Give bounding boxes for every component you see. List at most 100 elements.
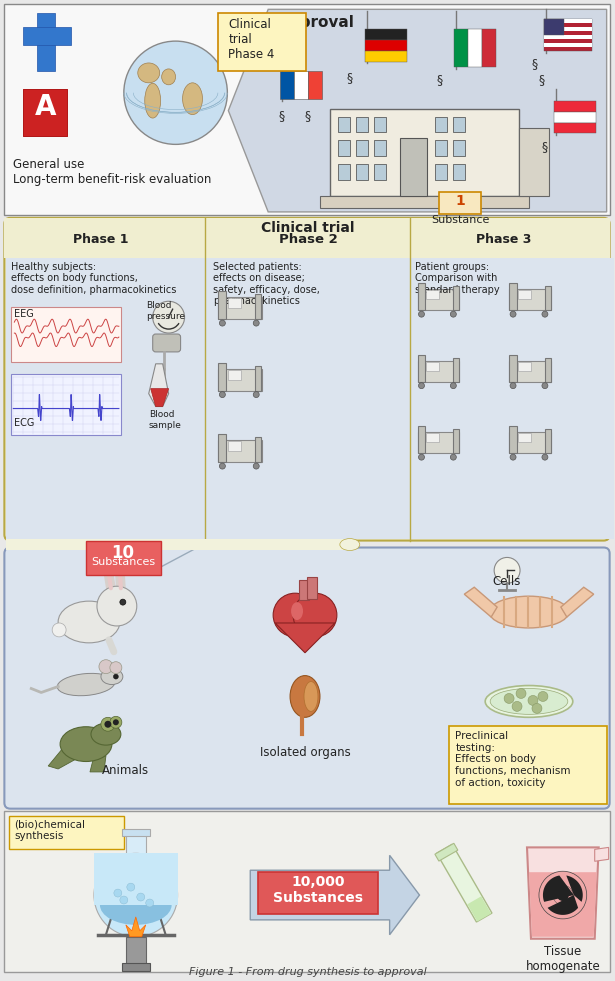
Polygon shape: [561, 588, 593, 617]
Circle shape: [418, 383, 424, 388]
Circle shape: [127, 883, 135, 891]
Bar: [544, 35, 592, 39]
Bar: [258, 872, 378, 914]
Polygon shape: [566, 875, 583, 902]
Bar: [307, 577, 317, 599]
Text: EEG: EEG: [14, 309, 34, 319]
Circle shape: [52, 623, 66, 637]
FancyBboxPatch shape: [153, 334, 181, 352]
Polygon shape: [151, 388, 169, 406]
Bar: [509, 355, 517, 382]
Text: §: §: [532, 57, 538, 70]
Polygon shape: [48, 749, 76, 769]
Circle shape: [450, 311, 456, 317]
Circle shape: [542, 454, 548, 460]
Text: §: §: [542, 140, 548, 153]
Circle shape: [504, 694, 514, 703]
Bar: [453, 140, 466, 156]
Bar: [544, 43, 592, 47]
Circle shape: [512, 701, 522, 711]
Text: Preclinical
testing:
Effects on body
functions, mechanism
of action, toxicity: Preclinical testing: Effects on body fun…: [455, 731, 571, 788]
Text: §: §: [539, 73, 546, 86]
Circle shape: [538, 692, 548, 701]
Text: Animals: Animals: [102, 764, 149, 777]
Text: §: §: [278, 109, 284, 122]
Ellipse shape: [340, 539, 360, 550]
Circle shape: [110, 662, 122, 674]
Circle shape: [539, 871, 587, 919]
Bar: [11, 307, 121, 362]
Bar: [426, 290, 439, 299]
Bar: [482, 29, 496, 67]
Bar: [86, 541, 161, 575]
Bar: [453, 286, 459, 310]
Circle shape: [94, 853, 178, 937]
Bar: [94, 853, 178, 905]
Text: Healthy subjects:
effects on body functions,
dose definition, pharmacokinetics: Healthy subjects: effects on body functi…: [11, 262, 177, 294]
Bar: [299, 581, 309, 600]
Bar: [38, 14, 55, 71]
Bar: [320, 196, 529, 208]
Polygon shape: [90, 756, 106, 772]
Bar: [365, 29, 407, 40]
Bar: [9, 815, 124, 850]
Circle shape: [532, 703, 542, 713]
Bar: [544, 27, 592, 31]
Bar: [544, 20, 564, 35]
Text: Cells: Cells: [492, 575, 520, 589]
Bar: [4, 218, 609, 258]
Bar: [426, 362, 439, 371]
Bar: [218, 440, 262, 462]
Circle shape: [105, 721, 111, 728]
Bar: [400, 138, 427, 196]
Text: Selected patients:
effects on disease;
safety, efficacy, dose,
pharmacokinetics: Selected patients: effects on disease; s…: [213, 262, 320, 306]
Text: Phase 1: Phase 1: [73, 232, 129, 246]
Bar: [23, 27, 71, 45]
Circle shape: [516, 689, 526, 698]
Bar: [228, 298, 241, 308]
Bar: [418, 289, 459, 310]
Text: Phase 3: Phase 3: [477, 232, 532, 246]
Circle shape: [293, 594, 337, 637]
Circle shape: [273, 594, 317, 637]
Ellipse shape: [183, 82, 202, 115]
Text: Isolated organs: Isolated organs: [260, 747, 351, 759]
Bar: [545, 430, 551, 453]
Circle shape: [113, 719, 119, 725]
Bar: [453, 117, 466, 132]
Text: Substance: Substance: [431, 215, 490, 225]
Bar: [218, 297, 262, 319]
Circle shape: [220, 391, 225, 397]
Ellipse shape: [100, 885, 172, 925]
Circle shape: [553, 885, 573, 905]
Text: ECG: ECG: [14, 418, 34, 429]
Circle shape: [220, 463, 225, 469]
Ellipse shape: [290, 676, 320, 717]
Text: §: §: [437, 73, 443, 86]
Polygon shape: [595, 848, 609, 861]
Text: General use
Long-term benefit-risk evaluation: General use Long-term benefit-risk evalu…: [14, 158, 212, 186]
Circle shape: [557, 889, 569, 901]
Circle shape: [450, 454, 456, 460]
Bar: [509, 284, 517, 310]
Bar: [468, 29, 482, 67]
Circle shape: [253, 320, 259, 326]
Polygon shape: [149, 364, 169, 406]
Bar: [374, 117, 386, 132]
Polygon shape: [228, 10, 606, 212]
Bar: [554, 123, 596, 133]
Circle shape: [113, 674, 118, 679]
Ellipse shape: [57, 673, 115, 696]
Circle shape: [542, 311, 548, 317]
Bar: [228, 441, 241, 451]
Bar: [11, 374, 121, 436]
Ellipse shape: [138, 63, 160, 82]
Text: A: A: [34, 93, 56, 121]
Bar: [4, 4, 609, 215]
Circle shape: [110, 716, 122, 728]
Bar: [338, 140, 350, 156]
Bar: [126, 834, 146, 871]
Bar: [255, 438, 261, 462]
Ellipse shape: [101, 669, 123, 685]
Bar: [365, 40, 407, 51]
